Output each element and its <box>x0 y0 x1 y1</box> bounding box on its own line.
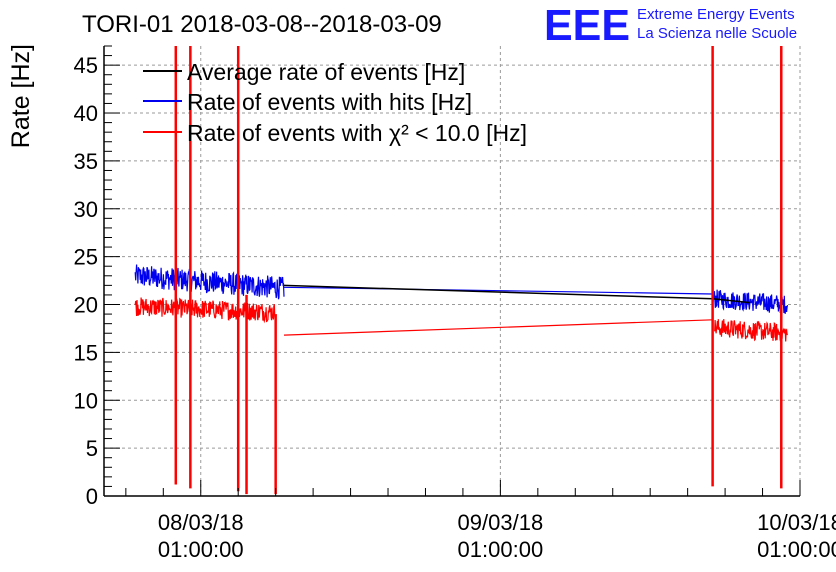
logo-line-1: Extreme Energy Events <box>637 6 795 23</box>
y-tick-label: 35 <box>74 149 98 174</box>
series-hits-segment <box>134 264 285 300</box>
logo-mark: EEE <box>544 1 630 50</box>
legend: Average rate of events [Hz] Rate of even… <box>143 59 527 146</box>
y-tick-label: 20 <box>74 293 98 318</box>
series-hits-segment <box>283 286 713 295</box>
chart-title: TORI-01 2018-03-08--2018-03-09 <box>82 11 442 38</box>
y-tick-label: 40 <box>74 101 98 126</box>
x-tick-time: 01:00:00 <box>458 537 544 562</box>
x-tick-time: 01:00:00 <box>757 537 836 562</box>
y-tick-label: 15 <box>74 340 98 365</box>
y-tick-label: 25 <box>74 245 98 270</box>
y-axis-label: Rate [Hz] <box>7 44 35 148</box>
x-tick-date: 08/03/18 <box>158 510 244 535</box>
y-tick-label: 10 <box>74 388 98 413</box>
plot-series <box>134 46 789 495</box>
plot-ticks: 05101520253035404508/03/1801:00:0009/03/… <box>74 53 836 562</box>
series-chi2-segment <box>134 297 277 324</box>
legend-label-chi2: Rate of events with χ² < 10.0 [Hz] <box>187 120 527 146</box>
x-tick-time: 01:00:00 <box>158 537 244 562</box>
series-chi2-segment <box>283 319 713 336</box>
x-tick-date: 10/03/18 <box>757 510 836 535</box>
x-tick-date: 09/03/18 <box>458 510 544 535</box>
logo-line-2: La Scienza nelle Scuole <box>637 25 797 42</box>
legend-label-hits: Rate of events with hits [Hz] <box>187 89 472 115</box>
plot-frame <box>103 45 801 497</box>
y-tick-label: 30 <box>74 197 98 222</box>
y-tick-label: 45 <box>74 53 98 78</box>
series-hits-segment <box>712 289 789 314</box>
eee-logo: EEE Extreme Energy Events La Scienza nel… <box>544 1 797 50</box>
series-chi2-segment <box>714 319 789 342</box>
y-tick-label: 5 <box>86 436 98 461</box>
legend-label-average: Average rate of events [Hz] <box>187 59 465 85</box>
y-tick-label: 0 <box>86 484 98 509</box>
